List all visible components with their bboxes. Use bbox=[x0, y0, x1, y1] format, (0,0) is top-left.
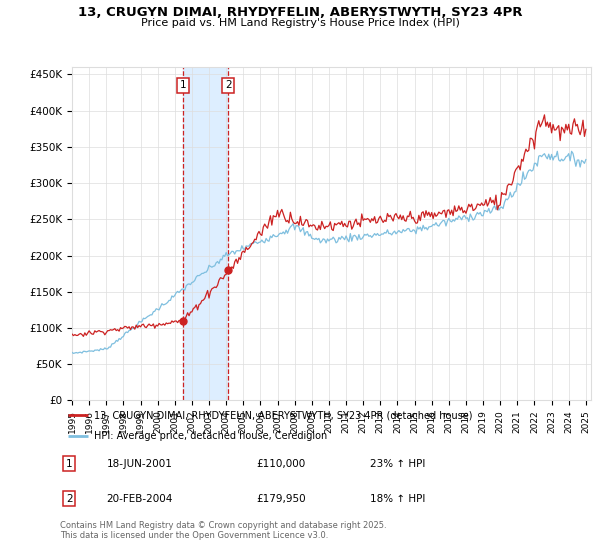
Text: £110,000: £110,000 bbox=[256, 459, 305, 469]
Text: Contains HM Land Registry data © Crown copyright and database right 2025.
This d: Contains HM Land Registry data © Crown c… bbox=[60, 521, 386, 540]
Text: 13, CRUGYN DIMAI, RHYDYFELIN, ABERYSTWYTH, SY23 4PR (detached house): 13, CRUGYN DIMAI, RHYDYFELIN, ABERYSTWYT… bbox=[94, 410, 472, 421]
Text: 1: 1 bbox=[66, 459, 73, 469]
Text: 13, CRUGYN DIMAI, RHYDYFELIN, ABERYSTWYTH, SY23 4PR: 13, CRUGYN DIMAI, RHYDYFELIN, ABERYSTWYT… bbox=[78, 6, 522, 18]
Bar bbox=[182, 67, 229, 400]
Text: 23% ↑ HPI: 23% ↑ HPI bbox=[370, 459, 425, 469]
Text: HPI: Average price, detached house, Ceredigion: HPI: Average price, detached house, Cere… bbox=[94, 431, 327, 441]
Text: 20-FEB-2004: 20-FEB-2004 bbox=[106, 494, 173, 503]
Text: 1: 1 bbox=[179, 80, 186, 90]
Text: 2: 2 bbox=[66, 494, 73, 503]
Text: £179,950: £179,950 bbox=[256, 494, 306, 503]
Text: Price paid vs. HM Land Registry's House Price Index (HPI): Price paid vs. HM Land Registry's House … bbox=[140, 18, 460, 28]
Text: 18-JUN-2001: 18-JUN-2001 bbox=[106, 459, 172, 469]
Text: 2: 2 bbox=[225, 80, 232, 90]
Text: 18% ↑ HPI: 18% ↑ HPI bbox=[370, 494, 425, 503]
